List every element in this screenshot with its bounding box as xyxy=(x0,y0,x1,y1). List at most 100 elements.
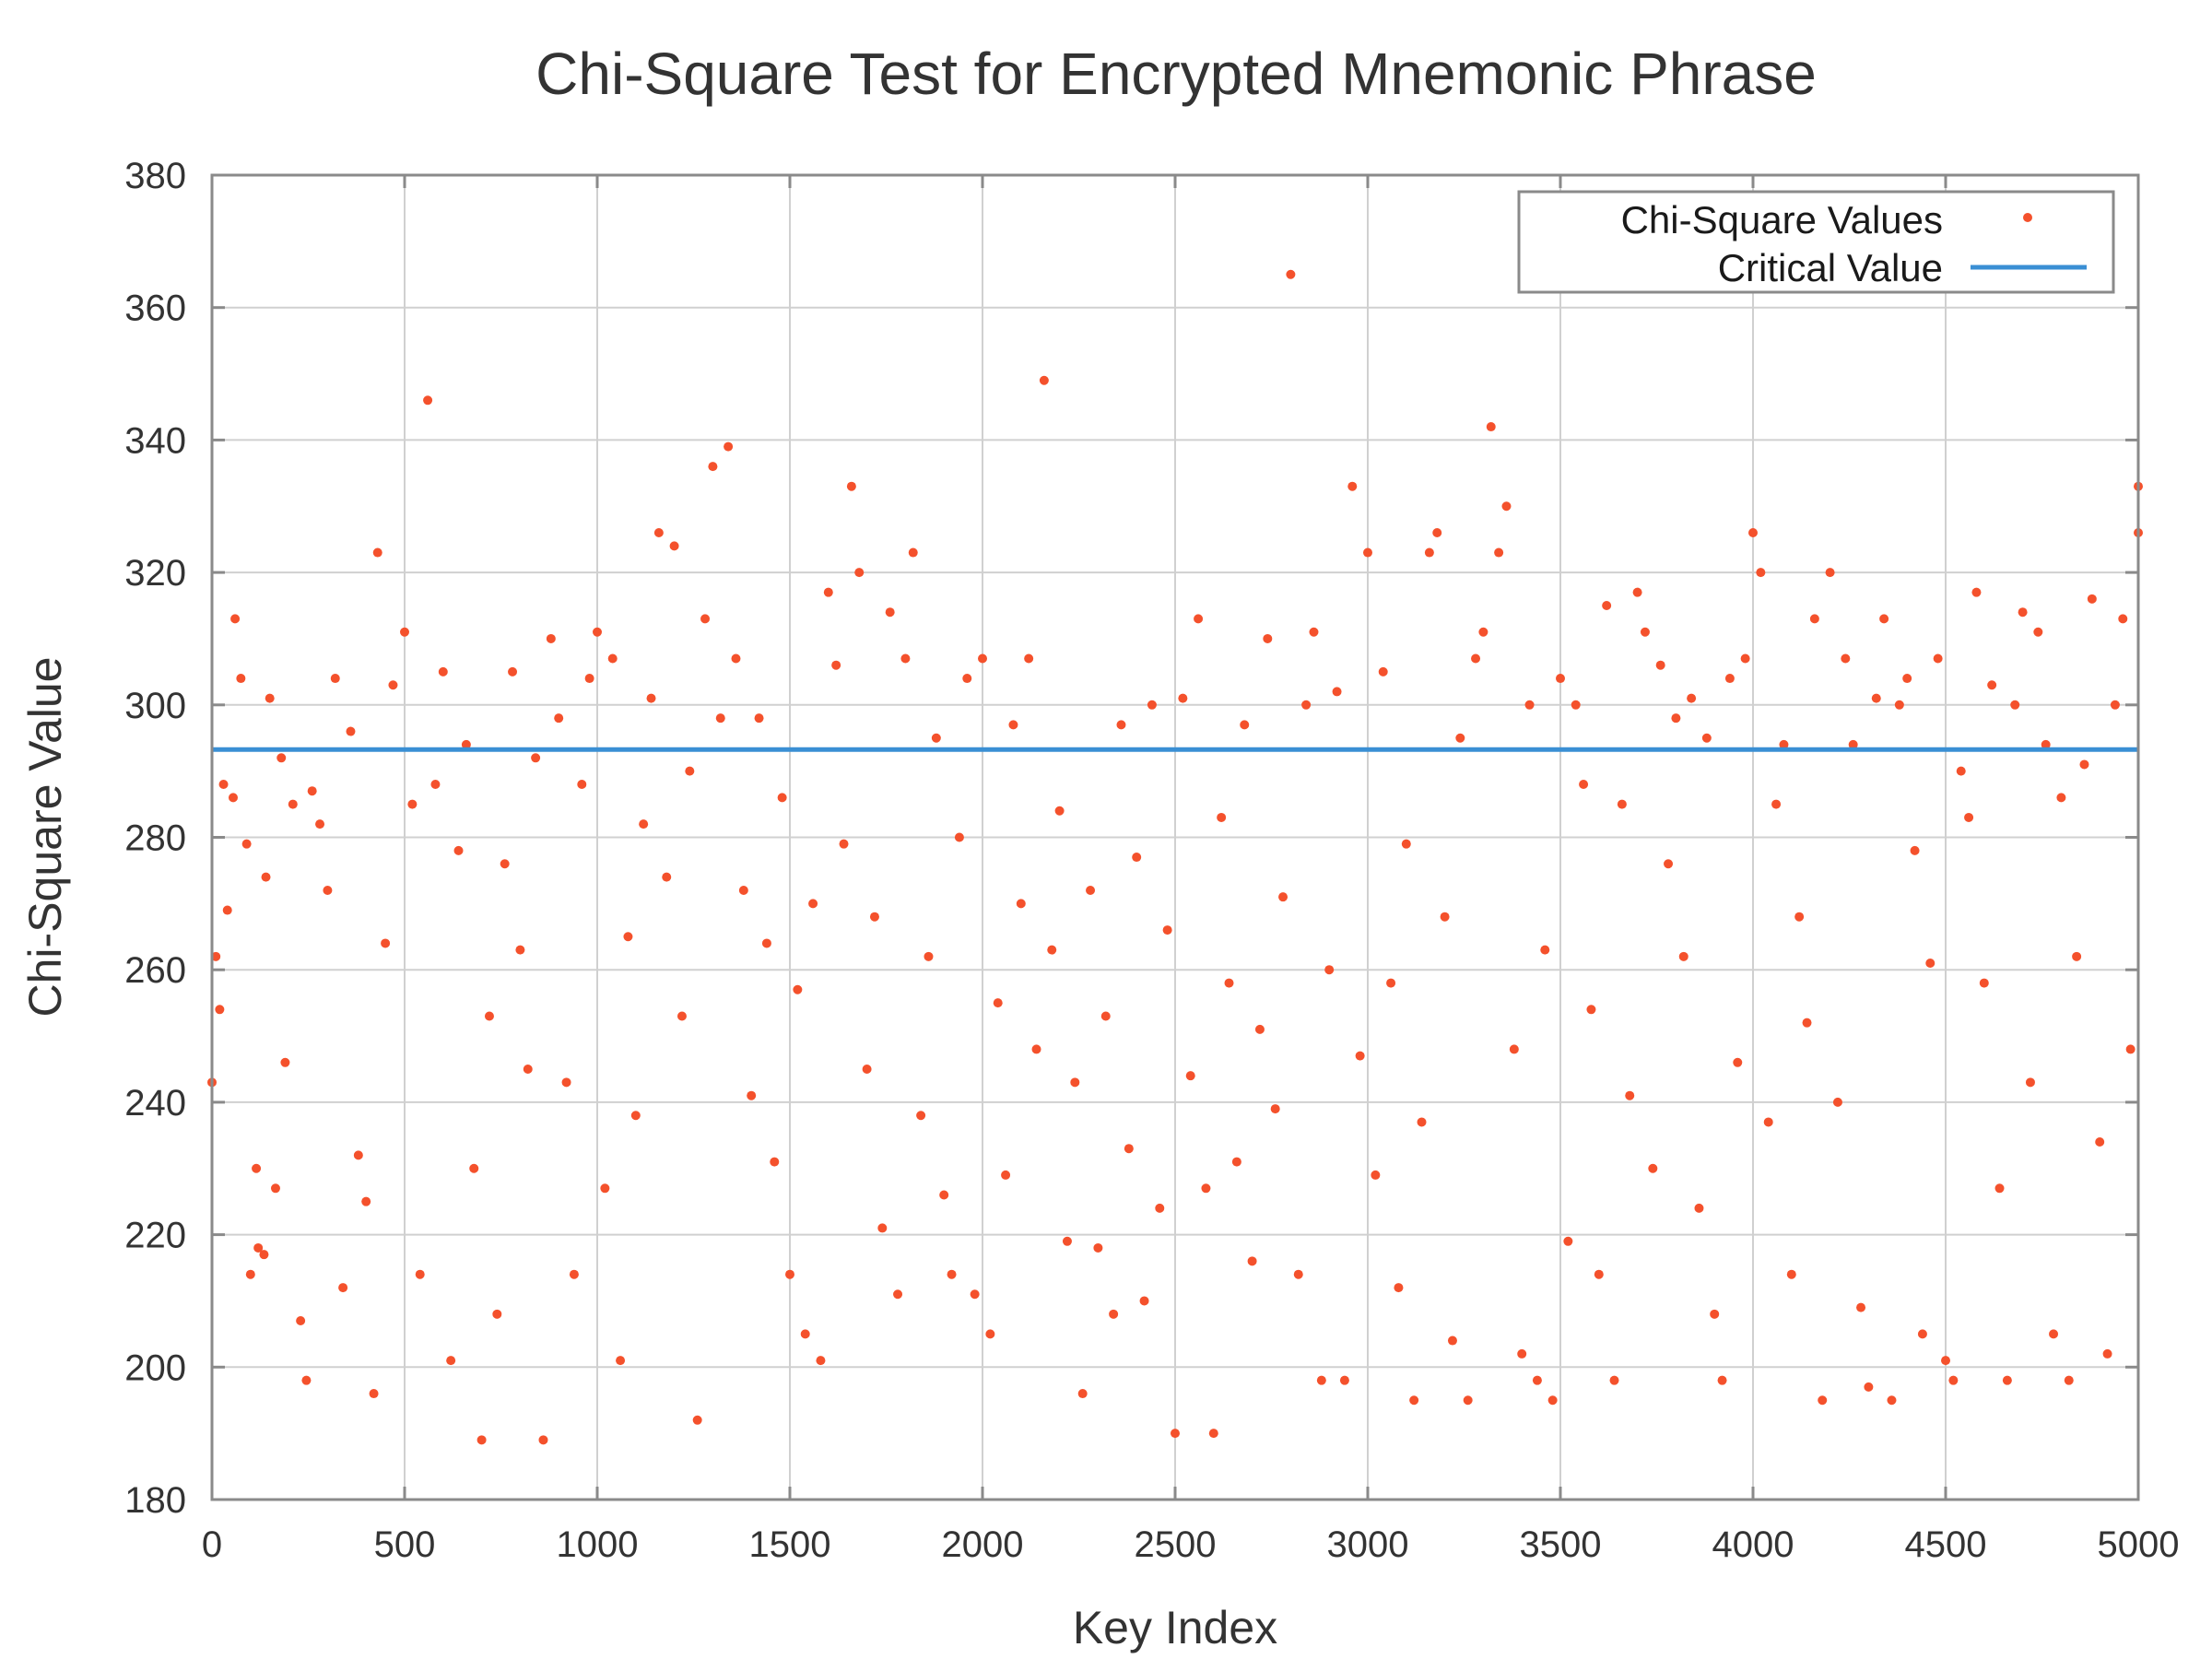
data-point xyxy=(1378,666,1388,677)
x-tick-label: 3500 xyxy=(1520,1524,1602,1565)
y-axis-label: Chi-Square Value xyxy=(19,657,71,1018)
data-point xyxy=(2095,1137,2105,1147)
data-point xyxy=(353,1150,363,1160)
data-point xyxy=(222,905,232,915)
data-point xyxy=(259,1250,269,1260)
data-point xyxy=(1286,269,1296,279)
data-point xyxy=(218,780,229,790)
data-point xyxy=(985,1329,995,1339)
data-point xyxy=(2072,951,2082,961)
data-point xyxy=(531,753,541,763)
data-point xyxy=(630,1111,641,1121)
data-point xyxy=(315,819,325,830)
data-point xyxy=(1409,1395,1419,1406)
data-point xyxy=(400,627,409,637)
data-point xyxy=(1733,1057,1743,1067)
x-tick-label: 0 xyxy=(202,1524,222,1565)
data-point xyxy=(301,1375,312,1385)
data-point xyxy=(477,1435,487,1445)
y-tick-label: 340 xyxy=(124,420,186,461)
legend-box xyxy=(1517,190,2115,294)
data-point xyxy=(1971,587,1982,597)
data-point xyxy=(265,693,275,703)
data-point xyxy=(738,885,748,895)
data-point xyxy=(2125,1044,2136,1054)
data-point xyxy=(1339,1375,1349,1385)
data-point xyxy=(446,1356,456,1366)
data-point xyxy=(2087,594,2097,604)
data-point xyxy=(372,547,382,558)
data-point xyxy=(415,1269,425,1279)
data-point xyxy=(1224,978,1234,988)
data-point xyxy=(808,899,818,909)
data-point xyxy=(869,912,879,922)
data-point xyxy=(1987,680,1997,690)
data-point xyxy=(538,1435,548,1445)
x-tick-label: 2000 xyxy=(942,1524,1024,1565)
data-point xyxy=(1717,1375,1727,1385)
data-point xyxy=(954,832,964,842)
data-point xyxy=(1809,614,1819,624)
y-tick-label: 180 xyxy=(124,1480,186,1521)
data-point xyxy=(677,1011,687,1021)
data-point xyxy=(330,674,340,684)
data-point xyxy=(1994,1183,2005,1194)
data-point xyxy=(252,1163,262,1173)
y-tick-label: 380 xyxy=(124,156,186,196)
data-point xyxy=(2010,700,2020,710)
data-point xyxy=(747,1090,757,1100)
data-point xyxy=(1432,527,1442,537)
data-point xyxy=(1771,799,1782,809)
data-point xyxy=(715,713,725,724)
data-point xyxy=(1309,627,1319,637)
data-point xyxy=(280,1057,290,1067)
data-point xyxy=(230,614,241,624)
data-point xyxy=(1655,660,1665,670)
data-point xyxy=(1455,733,1465,743)
data-point xyxy=(1093,1242,1103,1253)
data-point xyxy=(1910,845,1920,855)
data-point xyxy=(816,1356,826,1366)
data-point xyxy=(453,845,464,855)
data-point xyxy=(669,541,679,551)
data-point xyxy=(253,1242,264,1253)
data-point xyxy=(785,1269,794,1279)
data-point xyxy=(1602,601,1612,611)
data-point xyxy=(1748,527,1758,537)
data-point xyxy=(2079,759,2089,770)
data-point xyxy=(1941,1356,1950,1366)
data-point xyxy=(900,653,911,664)
data-point xyxy=(1586,1005,1596,1015)
y-tick-label: 220 xyxy=(124,1216,186,1256)
data-point xyxy=(1509,1044,1519,1054)
data-point xyxy=(1100,1011,1111,1021)
data-point xyxy=(1171,1429,1180,1439)
y-tick-label: 300 xyxy=(124,686,186,726)
data-point xyxy=(1024,653,1034,664)
data-point xyxy=(1617,799,1627,809)
data-point xyxy=(1054,806,1065,816)
data-point xyxy=(1147,700,1157,710)
x-tick-label: 2500 xyxy=(1135,1524,1217,1565)
data-point xyxy=(215,1005,225,1015)
data-point xyxy=(1355,1051,1365,1061)
data-point xyxy=(1031,1044,1041,1054)
data-point xyxy=(1948,1375,1959,1385)
data-point xyxy=(1077,1389,1088,1399)
data-point xyxy=(1086,885,1096,895)
data-point xyxy=(1664,859,1674,869)
data-point xyxy=(430,780,441,790)
data-point xyxy=(1185,1071,1195,1081)
data-point xyxy=(1547,1395,1558,1406)
data-point xyxy=(924,951,934,961)
data-point xyxy=(1039,375,1049,385)
data-point xyxy=(1471,653,1481,664)
data-point xyxy=(931,733,941,743)
data-point xyxy=(1694,1203,1704,1213)
data-point xyxy=(793,984,803,994)
data-point xyxy=(338,1283,348,1293)
data-point xyxy=(245,1269,255,1279)
data-point xyxy=(1124,1144,1134,1154)
data-point xyxy=(2110,700,2120,710)
data-point xyxy=(1917,1329,1927,1339)
